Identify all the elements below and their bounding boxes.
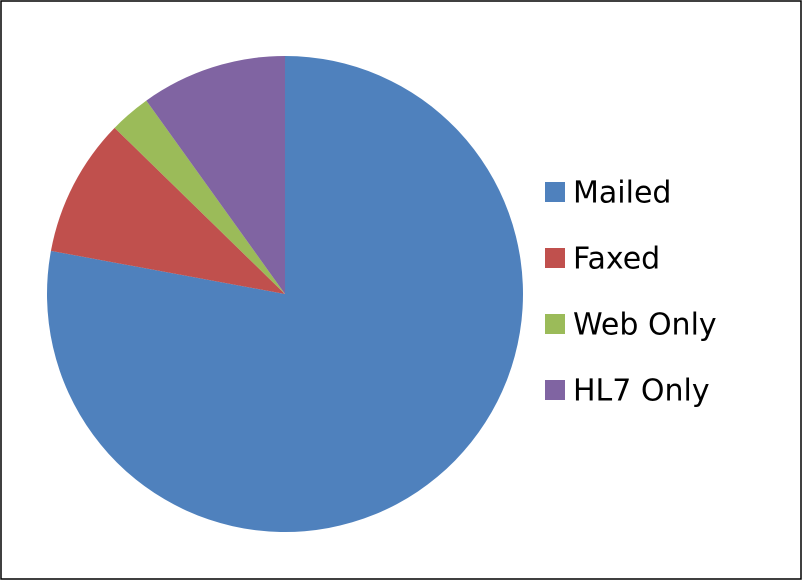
legend-label: HL7 Only — [573, 374, 710, 409]
pie-slice — [146, 55, 285, 294]
pie-slice — [114, 100, 285, 294]
pie-slice — [50, 127, 286, 294]
legend-swatch — [545, 380, 565, 400]
legend-swatch — [545, 248, 565, 268]
legend-label: Faxed — [573, 242, 660, 277]
legend-label: Mailed — [573, 176, 671, 211]
legend-label: Web Only — [573, 308, 717, 343]
legend-swatch — [545, 314, 565, 334]
legend-swatch — [545, 182, 565, 202]
